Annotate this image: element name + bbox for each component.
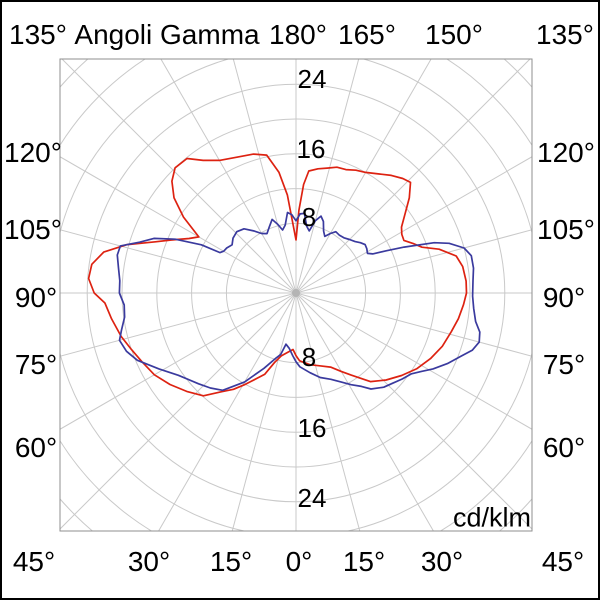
grid-ring-12: [191, 188, 401, 398]
grid-spoke: [232, 59, 297, 294]
grid-spoke: [295, 156, 532, 294]
angle-label-180deg: 180°: [269, 19, 327, 50]
grid-spoke: [60, 292, 297, 357]
angle-label-15deg: 15°: [342, 546, 386, 577]
grid-spoke: [60, 292, 297, 430]
angle-label-135deg: 135°: [536, 19, 594, 50]
ring-value-label-24: 24: [297, 483, 327, 513]
angle-label-60deg: 60°: [14, 432, 58, 463]
angle-label-45deg: 45°: [541, 546, 585, 577]
angle-label-105deg: 105°: [4, 214, 62, 245]
grid-ring-16: [156, 153, 436, 433]
grid-spoke: [295, 292, 532, 430]
grid-spoke: [295, 292, 434, 531]
angle-label-75deg: 75°: [14, 349, 58, 380]
grid-ring-20: [121, 118, 471, 468]
angle-label-60deg: 60°: [542, 432, 586, 463]
angle-label-75deg: 75°: [542, 349, 586, 380]
angle-label-15deg: 15°: [209, 546, 253, 577]
grid-spoke: [295, 292, 361, 531]
angle-label-105deg: 105°: [537, 214, 595, 245]
curves-layer: [87, 153, 481, 397]
grid-spoke: [60, 156, 297, 294]
grid-spoke: [295, 59, 360, 294]
ring-value-label-16: 16: [296, 134, 326, 164]
angle-label-30deg: 30°: [420, 546, 464, 577]
angle-label-135deg: 135°: [9, 19, 67, 50]
red-plane-curve: [87, 153, 468, 397]
ring-value-label-16: 16: [297, 413, 327, 443]
angle-label-30deg: 30°: [127, 546, 171, 577]
plot-frame: [59, 58, 533, 532]
ring-value-label-24: 24: [297, 64, 327, 94]
blue-plane-curve: [116, 211, 481, 392]
angle-label-45deg: 45°: [12, 546, 56, 577]
grid-spoke: [295, 292, 532, 530]
grid-spoke: [158, 292, 297, 531]
grid-spoke: [295, 59, 432, 294]
grid-spoke: [60, 229, 297, 294]
unit-label: cd/klm: [452, 502, 531, 533]
angle-label-90deg: 90°: [542, 282, 586, 313]
angle-label-165deg: 165°: [338, 19, 396, 50]
ring-value-label-8: 8: [301, 342, 317, 372]
grid-spoke: [160, 59, 297, 294]
chart-title: Angoli Gamma: [74, 19, 260, 50]
angle-label-120deg: 120°: [537, 137, 595, 168]
grid-spoke: [295, 292, 532, 357]
grid-spoke: [61, 59, 297, 294]
angle-label-90deg: 90°: [14, 282, 58, 313]
ring-value-label-8: 8: [301, 202, 317, 232]
grid-spoke: [295, 229, 532, 294]
angle-label-0deg: 0°: [285, 546, 313, 577]
grid-spoke: [295, 59, 531, 294]
center-dot: [292, 289, 300, 297]
grid-ring-24: [86, 83, 506, 503]
angle-label-120deg: 120°: [4, 137, 62, 168]
angle-label-150deg: 150°: [425, 19, 483, 50]
